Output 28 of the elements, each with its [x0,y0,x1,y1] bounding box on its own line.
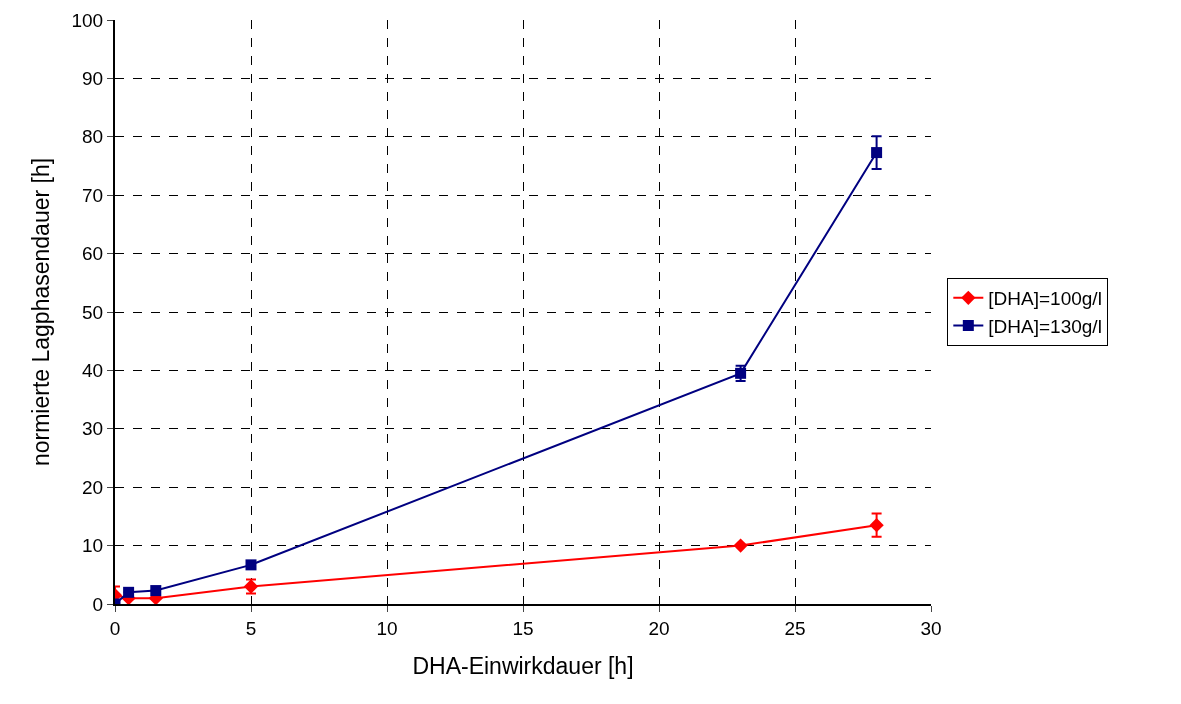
x-tick-label: 30 [920,617,942,639]
x-axis-title: DHA-Einwirkdauer [h] [412,652,634,679]
y-tick-label: 10 [82,535,104,557]
y-tick-label: 30 [82,418,104,440]
y-tick-label: 50 [82,301,104,323]
point [871,147,883,159]
point [150,585,162,597]
y-tick-label: 20 [82,476,104,498]
y-axis-title: normierte Lagphasendauer [h] [28,157,55,467]
legend-label: [DHA]=100g/l [988,288,1102,310]
y-tick-label: 60 [82,243,104,265]
x-tick-label: 0 [109,617,121,639]
y-tick-label: 70 [82,184,104,206]
legend-label: [DHA]=130g/l [988,315,1102,337]
x-tick-label: 25 [784,617,806,639]
y-tick-label: 90 [82,68,104,90]
y-tick-label: 0 [92,593,104,615]
x-tick-label: 20 [648,617,670,639]
x-tick-label: 10 [376,617,398,639]
y-tick-label: 40 [82,360,104,382]
point [869,518,884,533]
x-tick-label: 15 [512,617,534,639]
y-tick-label: 80 [82,126,104,148]
y-tick-label: 100 [71,9,104,31]
point [733,538,748,553]
x-tick-label: 5 [245,617,257,639]
point [245,559,257,571]
point [123,586,135,598]
